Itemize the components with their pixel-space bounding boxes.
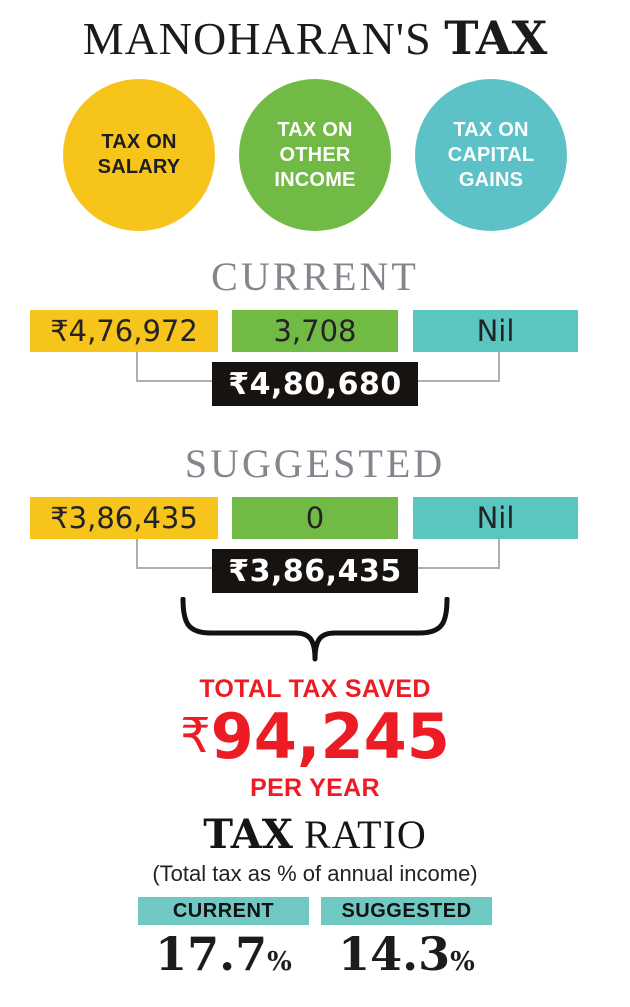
tax-ratio-labels: CURRENT SUGGESTED — [0, 897, 630, 926]
title-name: MANOHARAN'S — [82, 13, 432, 64]
suggested-salary-value: ₹3,86,435 — [30, 497, 218, 540]
circle-label: TAX ON CAPITAL GAINS — [447, 118, 535, 191]
current-total-connector-zone: ₹4,80,680 — [0, 352, 630, 410]
rupee-symbol: ₹ — [180, 708, 211, 765]
suggested-other-income-value: 0 — [232, 497, 398, 540]
ratio-number: 14.3 — [338, 927, 451, 982]
current-salary-value: ₹4,76,972 — [30, 310, 218, 353]
suggested-total-box: ₹3,86,435 — [212, 549, 418, 594]
connector-lines-icon — [136, 539, 500, 570]
title-tax: TAX — [444, 11, 548, 65]
ratio-number: 17.7 — [155, 927, 268, 982]
circle-label: TAX ON SALARY — [97, 131, 181, 179]
current-capital-gains-value: Nil — [413, 310, 578, 353]
savings-label: TOTAL TAX SAVED — [199, 675, 431, 704]
section-heading-suggested: SUGGESTED — [184, 441, 446, 487]
circle-label: TAX ON OTHER INCOME — [274, 118, 356, 191]
savings-period: PER YEAR — [250, 774, 380, 803]
current-other-income-value: 3,708 — [232, 310, 398, 353]
section-heading-current: CURRENT — [211, 254, 419, 300]
tax-ratio-title-light: RATIO — [304, 812, 427, 858]
ratio-label-current: CURRENT — [138, 897, 309, 926]
ratio-value-suggested: 14.3% — [321, 929, 492, 980]
savings-amount: ₹94,245 — [0, 706, 630, 768]
savings-amount-value: 94,245 — [210, 700, 450, 774]
suggested-capital-gains-value: Nil — [413, 497, 578, 540]
suggested-values-row: ₹3,86,435 0 Nil — [0, 497, 630, 540]
ratio-value-current: 17.7% — [138, 929, 309, 980]
circle-tax-on-other-income: TAX ON OTHER INCOME — [239, 79, 391, 232]
circle-tax-on-capital-gains: TAX ON CAPITAL GAINS — [415, 79, 567, 232]
tax-ratio-subtitle: (Total tax as % of annual income) — [152, 861, 478, 887]
tax-category-circles: TAX ON SALARY TAX ON OTHER INCOME TAX ON… — [0, 79, 630, 232]
percent-sign: % — [450, 947, 475, 978]
tax-ratio-values: 17.7% 14.3% — [0, 929, 630, 980]
current-total-box: ₹4,80,680 — [212, 362, 418, 407]
connector-lines-icon — [136, 352, 500, 383]
ratio-label-suggested: SUGGESTED — [321, 897, 492, 926]
tax-ratio-title-bold: TAX — [203, 811, 293, 859]
percent-sign: % — [267, 947, 292, 978]
current-values-row: ₹4,76,972 3,708 Nil — [0, 310, 630, 353]
tax-ratio-title: TAX RATIO — [0, 815, 630, 855]
curly-brace-icon — [180, 597, 450, 662]
circle-tax-on-salary: TAX ON SALARY — [63, 79, 215, 232]
suggested-total-connector-zone: ₹3,86,435 — [0, 539, 630, 597]
page-title: MANOHARAN'S TAX — [0, 14, 630, 63]
savings-block: TOTAL TAX SAVED ₹94,245 PER YEAR — [0, 675, 630, 803]
